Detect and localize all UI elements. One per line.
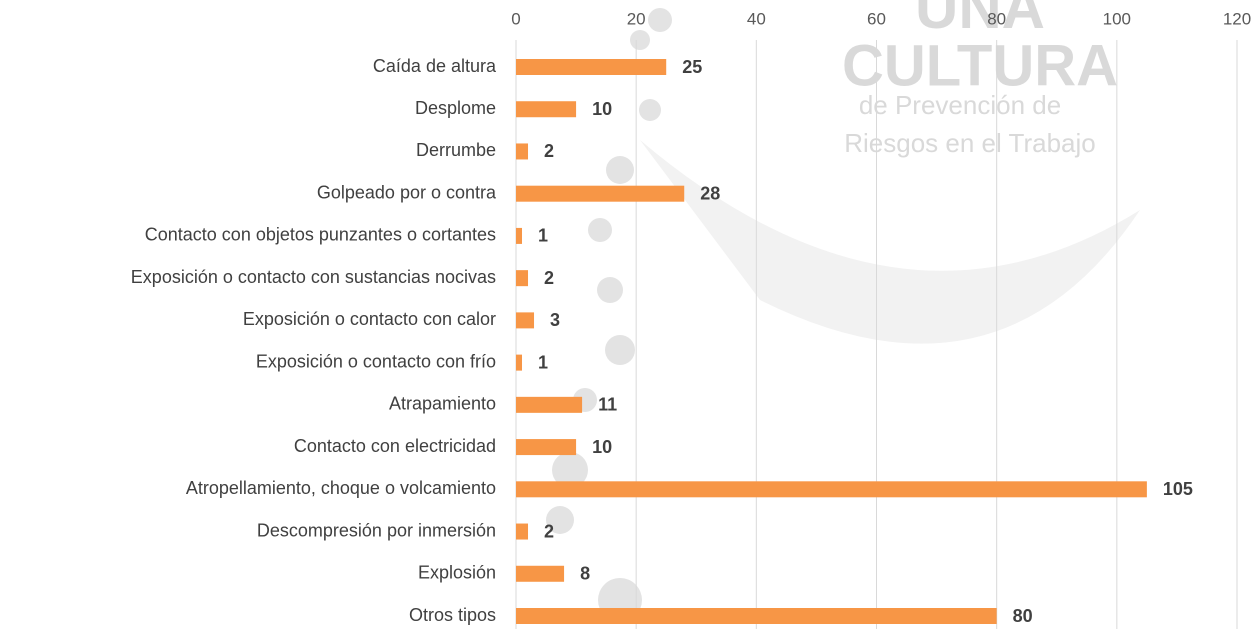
value-label: 10 bbox=[592, 437, 612, 457]
category-label: Caída de altura bbox=[373, 56, 497, 76]
value-label: 8 bbox=[580, 564, 590, 584]
category-label: Atrapamiento bbox=[389, 394, 496, 414]
x-tick-label: 80 bbox=[987, 9, 1006, 28]
bar bbox=[516, 228, 522, 244]
x-tick-label: 40 bbox=[747, 9, 766, 28]
x-tick-label: 60 bbox=[867, 9, 886, 28]
bar bbox=[516, 481, 1147, 497]
value-label: 11 bbox=[598, 395, 617, 415]
category-label: Exposición o contacto con sustancias noc… bbox=[131, 267, 496, 287]
bar bbox=[516, 59, 666, 75]
category-label: Exposición o contacto con calor bbox=[243, 309, 496, 329]
watermark: CULTURA bbox=[842, 33, 1118, 98]
value-label: 28 bbox=[700, 183, 720, 203]
value-label: 3 bbox=[550, 310, 560, 330]
value-label: 2 bbox=[544, 521, 554, 541]
x-tick-label: 0 bbox=[511, 9, 520, 28]
category-label: Explosión bbox=[418, 563, 496, 583]
value-label: 105 bbox=[1163, 479, 1193, 499]
value-label: 80 bbox=[1013, 606, 1033, 626]
value-label: 25 bbox=[682, 57, 702, 77]
bar bbox=[516, 312, 534, 328]
value-label: 1 bbox=[538, 352, 548, 372]
category-label: Desplome bbox=[415, 98, 496, 118]
bar bbox=[516, 186, 684, 202]
bar bbox=[516, 566, 564, 582]
bar bbox=[516, 439, 576, 455]
bar bbox=[516, 355, 522, 371]
bar bbox=[516, 143, 528, 159]
category-label: Exposición o contacto con frío bbox=[256, 351, 496, 371]
category-label: Derrumbe bbox=[416, 140, 496, 160]
chart: UNACULTURAde Prevención deRiesgos en el … bbox=[0, 0, 1257, 629]
category-label: Contacto con electricidad bbox=[294, 436, 496, 456]
x-tick-label: 100 bbox=[1103, 9, 1131, 28]
x-tick-label: 20 bbox=[627, 9, 646, 28]
category-label: Otros tipos bbox=[409, 605, 496, 625]
value-label: 2 bbox=[544, 268, 554, 288]
category-label: Atropellamiento, choque o volcamiento bbox=[186, 478, 496, 498]
bar bbox=[516, 270, 528, 286]
category-label: Golpeado por o contra bbox=[317, 182, 497, 202]
x-tick-label: 120 bbox=[1223, 9, 1251, 28]
bar bbox=[516, 524, 528, 540]
bar bbox=[516, 608, 997, 624]
watermark: Riesgos en el Trabajo bbox=[844, 128, 1095, 158]
category-label: Contacto con objetos punzantes o cortant… bbox=[145, 225, 496, 245]
value-label: 1 bbox=[538, 226, 548, 246]
value-label: 10 bbox=[592, 99, 612, 119]
bar bbox=[516, 397, 582, 413]
decoration bbox=[640, 140, 1140, 344]
category-label: Descompresión por inmersión bbox=[257, 520, 496, 540]
bar bbox=[516, 101, 576, 117]
value-label: 2 bbox=[544, 141, 554, 161]
watermark: de Prevención de bbox=[859, 90, 1061, 120]
